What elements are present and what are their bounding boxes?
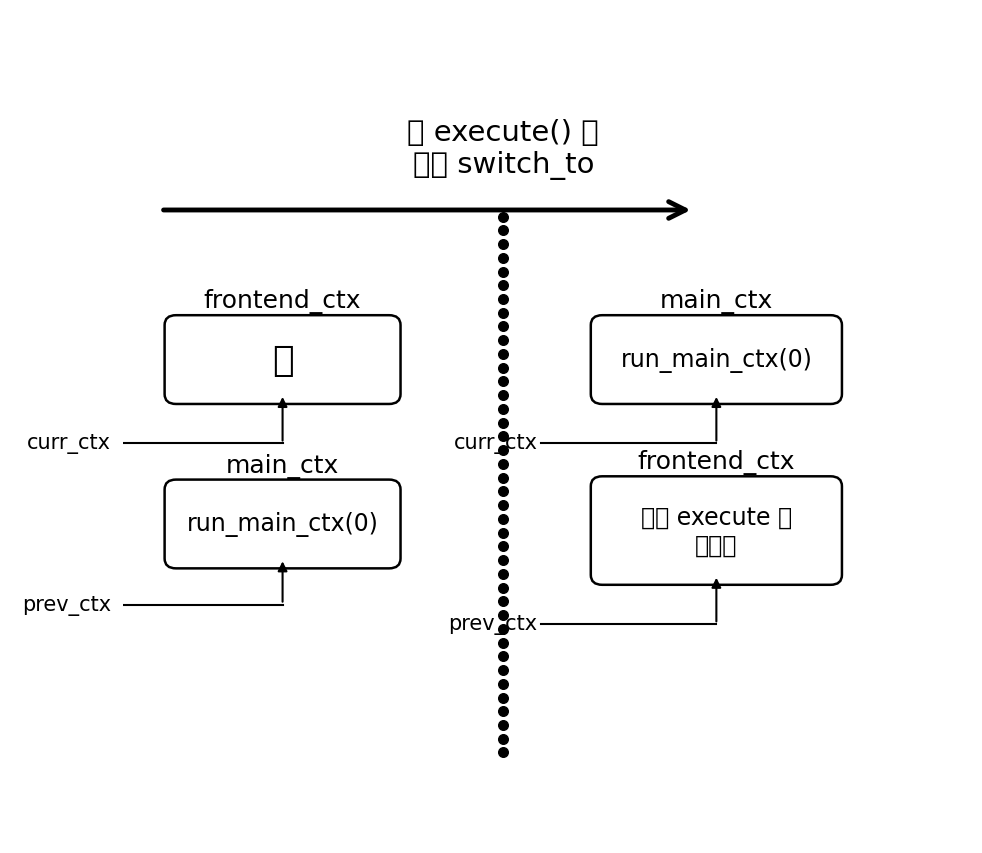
Point (495, 444, 511, 457)
Point (495, 334, 511, 348)
Point (495, 320, 511, 334)
Point (495, 581, 511, 595)
Point (495, 293, 511, 306)
Text: run_main_ctx(0): run_main_ctx(0) (621, 348, 812, 373)
FancyBboxPatch shape (165, 316, 401, 404)
Point (495, 691, 511, 705)
Point (495, 718, 511, 732)
Point (495, 265, 511, 279)
Point (495, 211, 511, 224)
Point (495, 362, 511, 375)
Text: curr_ctx: curr_ctx (454, 434, 537, 454)
Point (495, 622, 511, 635)
Point (495, 416, 511, 430)
Text: 空: 空 (272, 343, 294, 377)
Point (495, 306, 511, 320)
FancyBboxPatch shape (165, 480, 401, 569)
Text: 存放 execute 运
行状态: 存放 execute 运 行状态 (641, 505, 791, 557)
FancyBboxPatch shape (591, 316, 842, 404)
Point (495, 348, 511, 362)
Point (495, 252, 511, 265)
Point (495, 664, 511, 677)
Point (495, 513, 511, 526)
Point (495, 746, 511, 759)
Point (495, 457, 511, 471)
FancyBboxPatch shape (591, 477, 842, 585)
Point (495, 430, 511, 444)
Point (495, 403, 511, 416)
Point (495, 485, 511, 499)
Point (495, 554, 511, 567)
Point (495, 636, 511, 650)
Text: 在 execute() 中
执行 switch_to: 在 execute() 中 执行 switch_to (408, 119, 599, 180)
Text: curr_ctx: curr_ctx (27, 434, 111, 454)
Text: frontend_ctx: frontend_ctx (637, 450, 795, 475)
Text: main_ctx: main_ctx (226, 453, 339, 478)
Text: prev_ctx: prev_ctx (449, 614, 537, 635)
Text: main_ctx: main_ctx (660, 289, 773, 314)
Point (495, 705, 511, 718)
Text: run_main_ctx(0): run_main_ctx(0) (187, 512, 378, 537)
Point (495, 526, 511, 540)
Point (495, 389, 511, 403)
Point (495, 608, 511, 622)
Point (495, 238, 511, 252)
Point (495, 471, 511, 485)
Point (495, 650, 511, 664)
Point (495, 595, 511, 608)
Text: prev_ctx: prev_ctx (23, 595, 111, 615)
Point (495, 279, 511, 293)
Text: frontend_ctx: frontend_ctx (204, 289, 361, 314)
Point (495, 567, 511, 581)
Point (495, 540, 511, 554)
Point (495, 732, 511, 746)
Point (495, 677, 511, 691)
Point (495, 499, 511, 513)
Point (495, 224, 511, 238)
Point (495, 375, 511, 389)
